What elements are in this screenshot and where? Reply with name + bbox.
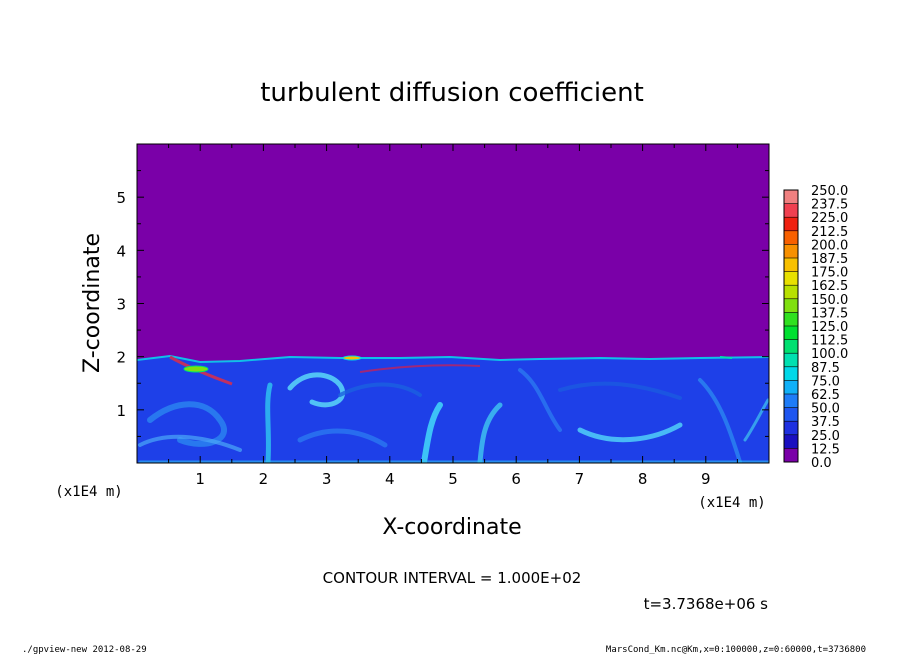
colorbar-level-label: 62.5	[811, 388, 840, 403]
colorbar-level-label: 137.5	[811, 306, 848, 321]
x-tick-label: 6	[511, 470, 521, 488]
x-tick-label: 9	[701, 470, 711, 488]
footer-left: ./gpview-new 2012-08-29	[22, 645, 147, 654]
colorbar-level-label: 225.0	[811, 211, 848, 226]
colorbar-swatch	[784, 285, 798, 299]
colorbar-swatch	[784, 366, 798, 381]
layer-top-boundary	[137, 354, 769, 386]
y-axis: 1 2 3 4 5	[116, 143, 769, 464]
colorbar-swatch	[784, 434, 798, 449]
colorbar-swatch	[784, 312, 798, 326]
x-tick-label: 3	[322, 470, 332, 488]
colorbar-level-label: 112.5	[811, 334, 848, 349]
colorbar-level-label: 0.0	[811, 456, 832, 471]
contour-interval-note: CONTOUR INTERVAL = 1.000E+02	[323, 569, 582, 587]
footer-right: MarsCond_Km.nc@Km,x=0:100000,z=0:60000,t…	[606, 645, 866, 654]
y-tick-label: 4	[116, 242, 126, 260]
colorbar-swatch	[784, 258, 798, 272]
colorbar-level-label: 100.0	[811, 347, 848, 362]
colorbar-level-label: 162.5	[811, 279, 848, 294]
y-tick-label: 3	[116, 296, 126, 314]
colorbar-level-label: 250.0	[811, 184, 848, 199]
y-unit-label: (x1E4 m)	[55, 484, 122, 500]
colorbar-level-label: 125.0	[811, 320, 848, 335]
colorbar-level-label: 200.0	[811, 238, 848, 253]
colorbar-swatch	[784, 230, 798, 245]
y-axis-label: Z-coordinate	[80, 233, 105, 373]
colorbar-level-label: 150.0	[811, 293, 848, 308]
colorbar-level-label: 50.0	[811, 402, 840, 417]
x-unit-label: (x1E4 m)	[698, 495, 765, 511]
colorbar-level-label: 12.5	[811, 442, 840, 457]
colorbar-level-label: 187.5	[811, 252, 848, 267]
y-tick-label: 5	[116, 189, 126, 207]
colorbar: 0.012.525.037.550.062.575.087.5100.0112.…	[783, 184, 848, 471]
chart-title: turbulent diffusion coefficient	[260, 78, 644, 108]
colorbar-level-label: 237.5	[811, 198, 848, 213]
colorbar-swatch	[784, 394, 798, 408]
colorbar-swatch	[784, 380, 798, 394]
x-tick-label: 1	[195, 470, 205, 488]
colorbar-level-label: 37.5	[811, 415, 840, 430]
colorbar-level-label: 75.0	[811, 374, 840, 389]
colorbar-swatch	[784, 244, 798, 258]
x-tick-label: 7	[575, 470, 585, 488]
colorbar-level-label: 25.0	[811, 429, 840, 444]
eddy-features	[138, 368, 769, 463]
x-tick-label: 2	[259, 470, 269, 488]
colorbar-swatch	[784, 190, 798, 204]
colorbar-swatch	[784, 298, 798, 313]
colorbar-swatch	[784, 448, 798, 462]
colorbar-level-label: 212.5	[811, 225, 848, 240]
x-axis-label: X-coordinate	[382, 515, 521, 540]
colorbar-level-label: 175.0	[811, 266, 848, 281]
colorbar-swatch	[784, 421, 798, 435]
time-label: t=3.7368e+06 s	[644, 595, 769, 613]
colorbar-swatch	[784, 339, 798, 354]
colorbar-swatch	[784, 203, 798, 218]
x-axis: 1 2 3 4 5 6 7 8 9	[136, 144, 770, 488]
y-tick-label: 2	[116, 349, 126, 367]
colorbar-level-label: 87.5	[811, 361, 840, 376]
colorbar-swatch	[784, 407, 798, 422]
y-tick-label: 1	[116, 402, 126, 420]
colorbar-swatch	[784, 217, 798, 231]
plot-area	[137, 144, 769, 463]
x-tick-label: 5	[448, 470, 458, 488]
x-tick-label: 8	[638, 470, 648, 488]
colorbar-swatch	[784, 326, 798, 340]
colorbar-swatch	[784, 271, 798, 286]
colorbar-swatch	[784, 353, 798, 367]
x-tick-label: 4	[385, 470, 395, 488]
